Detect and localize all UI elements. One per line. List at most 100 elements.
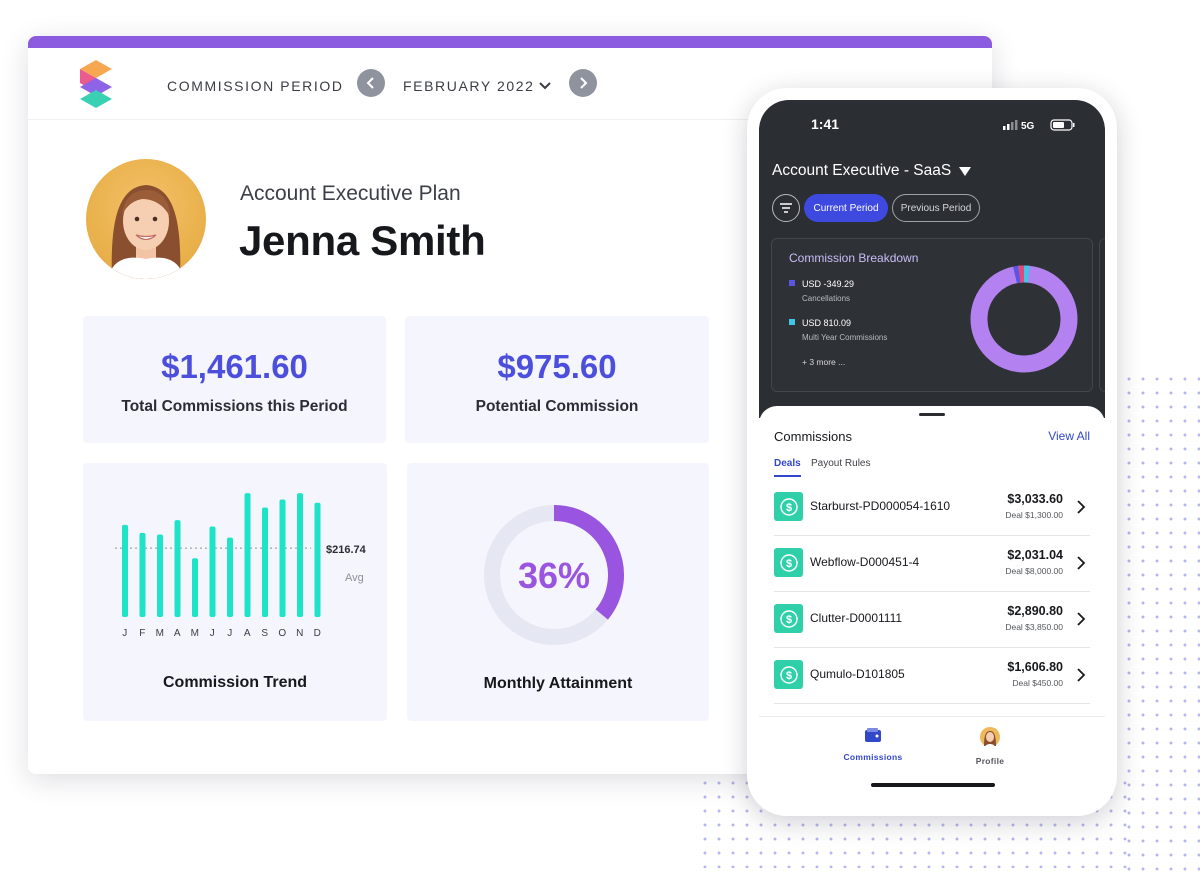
chevron-left-icon — [366, 77, 374, 89]
svg-text:$: $ — [785, 670, 791, 682]
next-period-button[interactable] — [569, 69, 597, 97]
deal-row[interactable]: $ Starburst-PD000054-1610 $3,033.60 Deal… — [774, 480, 1090, 536]
trend-bar — [227, 537, 233, 617]
nav-commissions[interactable]: Commissions — [833, 727, 913, 762]
trend-bar — [209, 526, 216, 617]
potential-commission-value: $975.60 — [497, 348, 617, 385]
monthly-attainment-title: Monthly Attainment — [483, 675, 633, 692]
deal-name: Clutter-D0001111 — [810, 611, 903, 625]
svg-text:$: $ — [785, 558, 791, 570]
breakdown-label: Multi Year Commissions — [802, 333, 888, 342]
filter-button[interactable] — [772, 194, 800, 222]
network-label: 5G — [1021, 121, 1035, 132]
chevron-right-icon — [580, 77, 588, 89]
deal-value: Deal $8,000.00 — [1005, 566, 1063, 576]
breakdown-amount: USD -349.29 — [802, 279, 855, 289]
trend-bar — [262, 507, 268, 617]
trend-bar — [139, 532, 146, 617]
month-tick-label: O — [278, 628, 286, 639]
deal-row[interactable]: $ Webflow-D000451-4 $2,031.04 Deal $8,00… — [774, 536, 1090, 592]
commission-period-label: COMMISSION PERIOD — [167, 78, 344, 94]
plan-selector[interactable]: Account Executive - SaaS — [772, 162, 952, 179]
wallet-icon — [865, 728, 881, 742]
deal-value: Deal $1,300.00 — [1005, 510, 1063, 520]
attainment-value: 36% — [518, 555, 590, 596]
commission-breakdown-card: Commission Breakdown USD -349.29 Cancell… — [771, 238, 1093, 392]
more-link[interactable]: + 3 more ... — [802, 357, 846, 367]
previous-period-filter[interactable]: Previous Period — [892, 194, 980, 222]
breakdown-label: Cancellations — [802, 294, 851, 303]
mobile-header: 1:41 5G Account Executive - SaaS Current… — [759, 100, 1105, 418]
commission-trend-title: Commission Trend — [162, 674, 308, 691]
dollar-icon: $ — [774, 660, 803, 689]
month-tick-label: J — [122, 628, 128, 639]
deal-row[interactable]: $ Qumulo-D101805 $1,606.80 Deal $450.00 — [774, 648, 1090, 704]
svg-text:$: $ — [785, 614, 791, 626]
deal-value: Deal $3,850.00 — [1005, 622, 1063, 632]
avatar — [86, 159, 206, 279]
dollar-icon: $ — [774, 548, 803, 577]
nav-commissions-label: Commissions — [843, 752, 903, 762]
tab-payout-rules[interactable]: Payout Rules — [811, 458, 871, 469]
mobile-screen: 1:41 5G Account Executive - SaaS Current… — [759, 100, 1105, 802]
breakdown-donut — [970, 265, 1078, 373]
accent-bar — [28, 36, 992, 48]
dot-pattern-right — [1122, 372, 1200, 872]
nav-profile-label: Profile — [975, 756, 1005, 766]
total-commissions-card: $1,461.60 Total Commissions this Period — [83, 316, 386, 443]
chevron-down-icon[interactable] — [537, 78, 553, 94]
filter-icon — [780, 203, 792, 213]
bottom-nav: Commissions Profile — [759, 716, 1105, 794]
chevron-right-icon — [1077, 668, 1086, 682]
trend-bar — [297, 493, 303, 617]
chevron-right-icon — [1077, 556, 1086, 570]
trend-bar — [122, 524, 128, 617]
breakdown-item: USD 810.09 — [789, 318, 851, 328]
month-tick-label: D — [314, 628, 322, 639]
month-tick-label: S — [261, 628, 268, 639]
trend-bar — [192, 558, 198, 617]
deal-row[interactable]: $ Clutter-D0001111 $2,890.80 Deal $3,850… — [774, 592, 1090, 648]
view-all-link[interactable]: View All — [1048, 429, 1090, 443]
current-period-filter[interactable]: Current Period — [804, 194, 888, 222]
deal-name: Starburst-PD000054-1610 — [810, 499, 951, 513]
deal-commission: $1,606.80 — [1007, 660, 1063, 674]
commissions-title: Commissions — [774, 429, 853, 444]
drag-handle[interactable] — [919, 413, 945, 416]
trend-bar — [279, 499, 286, 617]
legend-swatch — [789, 319, 795, 325]
month-tick-label: N — [296, 628, 304, 639]
chevron-right-icon — [1077, 612, 1086, 626]
month-tick-label: M — [156, 628, 165, 639]
prev-period-button[interactable] — [357, 69, 385, 97]
total-commissions-label: Total Commissions this Period — [121, 398, 348, 415]
deal-name: Webflow-D000451-4 — [810, 555, 920, 569]
breakdown-item: USD -349.29 — [789, 279, 854, 289]
monthly-attainment-card: 36% Monthly Attainment — [407, 463, 709, 721]
status-time: 1:41 — [811, 116, 840, 132]
period-selector[interactable]: FEBRUARY 2022 — [403, 78, 535, 94]
trend-bar — [244, 493, 251, 617]
month-tick-label: M — [191, 628, 200, 639]
total-commissions-value: $1,461.60 — [161, 348, 308, 385]
chevron-right-icon — [1077, 500, 1086, 514]
attainment-arc — [553, 505, 624, 620]
logo-icon — [80, 60, 112, 108]
profile-avatar-icon — [980, 727, 1000, 747]
dollar-icon: $ — [774, 604, 803, 633]
breakdown-amount: USD 810.09 — [802, 318, 852, 328]
caret-down-icon[interactable] — [959, 167, 971, 177]
trend-bar — [314, 502, 321, 617]
commissions-sheet: Commissions View All Deals Payout Rules … — [759, 406, 1105, 802]
monthly-attainment-donut: 36% — [484, 505, 624, 645]
dollar-icon: $ — [774, 492, 803, 521]
next-breakdown-card — [1099, 238, 1105, 392]
tab-deals[interactable]: Deals — [774, 458, 801, 477]
potential-commission-card: $975.60 Potential Commission — [405, 316, 709, 443]
nav-profile[interactable]: Profile — [950, 727, 1030, 766]
deal-commission: $2,890.80 — [1007, 604, 1063, 618]
deal-name: Qumulo-D101805 — [810, 667, 905, 681]
trend-bar — [157, 534, 163, 617]
